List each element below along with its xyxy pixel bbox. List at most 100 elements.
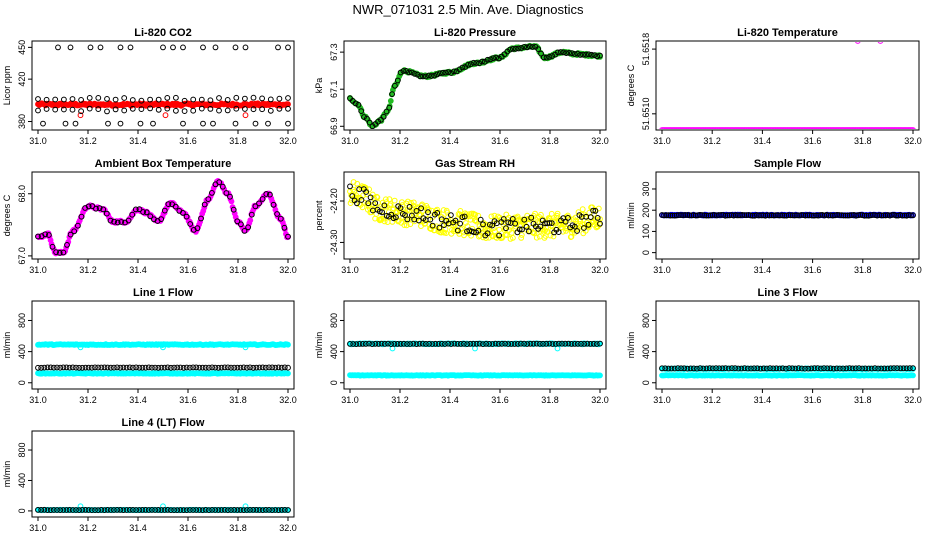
data-point bbox=[209, 364, 216, 371]
data-point bbox=[684, 365, 691, 372]
data-point bbox=[834, 212, 840, 218]
data-point bbox=[492, 340, 499, 347]
data-point bbox=[160, 344, 166, 351]
data-point bbox=[38, 507, 45, 513]
data-point bbox=[224, 97, 231, 103]
data-point bbox=[678, 365, 684, 372]
x-tick-label: 31.8 bbox=[854, 265, 872, 275]
data-point bbox=[183, 364, 190, 371]
data-point bbox=[240, 364, 247, 371]
data-point bbox=[233, 105, 240, 112]
data-point bbox=[906, 365, 913, 372]
data-point bbox=[900, 365, 907, 372]
data-point bbox=[709, 365, 716, 372]
data-point bbox=[484, 56, 491, 63]
data-point bbox=[69, 507, 76, 513]
data-point bbox=[773, 212, 779, 219]
data-point bbox=[483, 221, 490, 228]
data-point bbox=[50, 507, 57, 513]
x-tick-label: 31.6 bbox=[804, 395, 822, 405]
plot-frame bbox=[655, 171, 920, 260]
data-point bbox=[825, 212, 832, 219]
data-point bbox=[798, 212, 805, 218]
data-point bbox=[218, 507, 225, 513]
data-point bbox=[908, 212, 914, 219]
data-point bbox=[732, 365, 738, 372]
data-point bbox=[546, 220, 553, 226]
series-co2-black-low bbox=[35, 105, 291, 115]
data-point bbox=[78, 108, 84, 115]
data-point bbox=[872, 365, 878, 372]
data-point bbox=[190, 507, 197, 513]
data-point bbox=[706, 365, 713, 372]
plot-frame bbox=[655, 40, 920, 131]
x-tick-label: 31.6 bbox=[179, 523, 197, 533]
series-co2-red-outliers bbox=[77, 112, 249, 119]
x-tick-label: 32.0 bbox=[904, 136, 922, 146]
data-point bbox=[114, 364, 120, 371]
data-point bbox=[120, 507, 127, 514]
data-point bbox=[416, 340, 423, 347]
data-point bbox=[577, 52, 584, 58]
x-tick-label: 31.4 bbox=[129, 523, 147, 533]
data-point bbox=[404, 341, 410, 347]
data-point bbox=[795, 365, 802, 372]
data-point bbox=[353, 341, 360, 348]
data-point bbox=[384, 219, 391, 226]
data-point bbox=[470, 59, 477, 66]
data-point bbox=[158, 216, 165, 223]
data-point bbox=[585, 221, 592, 228]
data-point bbox=[792, 212, 798, 219]
data-point bbox=[107, 364, 114, 371]
data-point bbox=[363, 189, 370, 195]
data-point bbox=[206, 507, 212, 514]
data-point bbox=[55, 44, 61, 51]
data-point bbox=[281, 507, 288, 513]
data-point bbox=[139, 364, 146, 371]
data-point bbox=[536, 233, 543, 240]
y-tick-label: 0 bbox=[641, 250, 651, 255]
data-point bbox=[193, 364, 200, 371]
data-point bbox=[285, 370, 291, 377]
data-point bbox=[285, 105, 291, 112]
y-axis-label: ml/min bbox=[2, 332, 12, 359]
data-point bbox=[461, 340, 467, 347]
data-point bbox=[523, 223, 530, 230]
data-point bbox=[530, 340, 537, 347]
data-point bbox=[233, 94, 240, 101]
data-point bbox=[555, 229, 562, 236]
data-point bbox=[910, 127, 916, 129]
data-point bbox=[512, 220, 518, 227]
data-point bbox=[218, 364, 225, 371]
data-point bbox=[571, 223, 578, 230]
data-point bbox=[700, 365, 707, 372]
data-point bbox=[404, 216, 411, 223]
data-point bbox=[467, 340, 474, 347]
x-tick-label: 32.0 bbox=[279, 395, 297, 405]
data-point bbox=[250, 106, 257, 113]
data-point bbox=[442, 341, 448, 347]
data-point bbox=[680, 212, 686, 219]
data-point bbox=[130, 364, 136, 371]
data-point bbox=[697, 212, 703, 218]
x-tick-label: 31.4 bbox=[129, 265, 147, 275]
plot-frame bbox=[343, 171, 607, 260]
y-tick-label: 800 bbox=[17, 313, 27, 328]
data-point bbox=[164, 95, 171, 101]
data-point bbox=[852, 365, 859, 372]
data-point bbox=[840, 212, 847, 219]
data-point bbox=[277, 215, 284, 222]
x-tick-label: 31.2 bbox=[391, 136, 409, 146]
data-point bbox=[410, 199, 417, 206]
chart-title: Line 2 Flow bbox=[445, 287, 505, 299]
data-point bbox=[180, 120, 186, 127]
data-point bbox=[521, 44, 528, 50]
chart-title: Li-820 Pressure bbox=[434, 27, 516, 39]
x-tick-label: 31.0 bbox=[653, 136, 671, 146]
x-tick-label: 32.0 bbox=[591, 395, 609, 405]
data-point bbox=[244, 507, 250, 513]
data-point bbox=[118, 219, 125, 225]
data-point bbox=[228, 364, 234, 371]
plot-frame bbox=[31, 40, 295, 131]
data-point bbox=[161, 364, 168, 371]
